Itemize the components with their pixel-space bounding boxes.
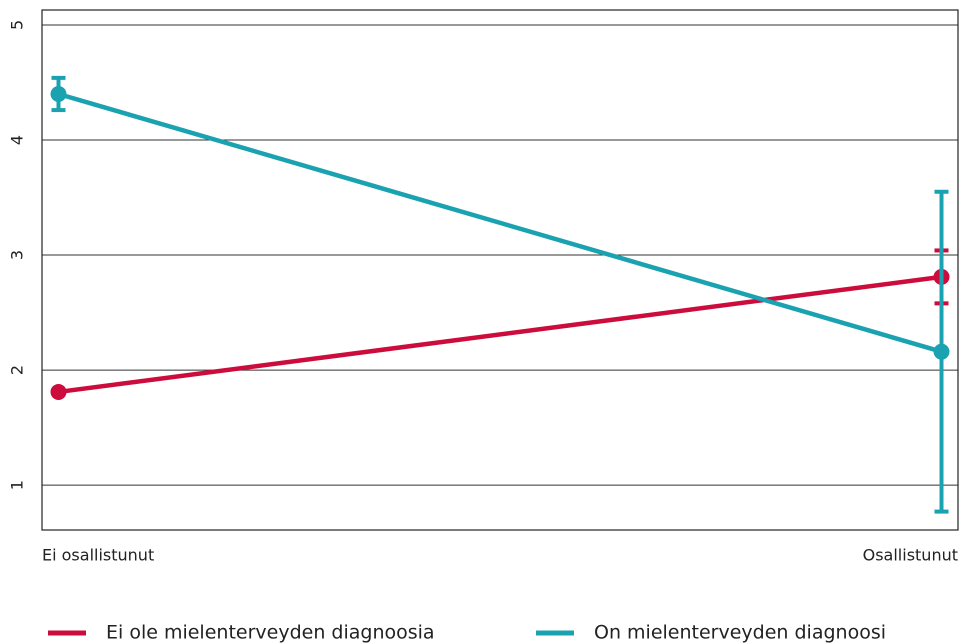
- legend-label: Ei ole mielenterveyden diagnoosia: [106, 622, 435, 643]
- y-tick-label: 2: [8, 365, 27, 375]
- series-line: [57, 91, 943, 354]
- plot-frame: [41, 9, 959, 531]
- y-tick-label: 1: [8, 480, 27, 490]
- point: [933, 343, 950, 360]
- point: [50, 383, 67, 400]
- series-line: [58, 274, 942, 395]
- y-tick-label: 5: [8, 20, 27, 30]
- point: [50, 85, 67, 102]
- y-tick-label: 4: [8, 135, 27, 145]
- x-tick-label: Osallistunut: [863, 546, 958, 565]
- y-tick-label: 3: [8, 250, 27, 260]
- x-tick-label: Ei osallistunut: [42, 546, 154, 565]
- legend-label: On mielenterveyden diagnoosi: [594, 622, 886, 643]
